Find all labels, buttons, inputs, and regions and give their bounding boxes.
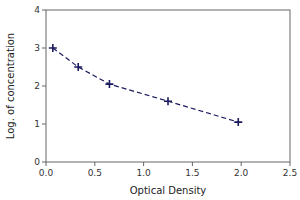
y-tick-label: 1 bbox=[34, 119, 40, 129]
y-tick bbox=[42, 162, 46, 163]
line bbox=[53, 48, 238, 122]
x-tick bbox=[241, 162, 242, 166]
plot-frame bbox=[46, 10, 290, 162]
chart-container: 0 1 2 3 4 0.0 0.5 1.0 1.5 2.0 2.5 Optical Density Lo… bbox=[0, 0, 300, 200]
axes: 0 1 2 3 4 0.0 0.5 1.0 1.5 2.0 2.5 bbox=[34, 5, 297, 179]
y-axis-label: Log. of concentration bbox=[5, 33, 16, 139]
y-tick-label: 3 bbox=[34, 43, 40, 53]
y-tick bbox=[42, 124, 46, 125]
x-tick-label: 0.0 bbox=[39, 168, 54, 178]
x-tick-label: 2.0 bbox=[234, 168, 249, 178]
y-tick bbox=[42, 48, 46, 49]
x-tick bbox=[143, 162, 144, 166]
x-tick bbox=[46, 162, 47, 166]
point bbox=[49, 44, 57, 52]
x-tick-label: 1.0 bbox=[136, 168, 151, 178]
point bbox=[74, 63, 82, 71]
x-tick bbox=[192, 162, 193, 166]
point bbox=[105, 80, 113, 88]
y-tick bbox=[42, 10, 46, 11]
series bbox=[49, 44, 242, 126]
y-tick-label: 2 bbox=[34, 81, 40, 91]
x-tick bbox=[94, 162, 95, 166]
x-axis-label: Optical Density bbox=[130, 185, 207, 196]
point bbox=[234, 118, 242, 126]
x-tick-label: 0.5 bbox=[88, 168, 102, 178]
chart: 0 1 2 3 4 0.0 0.5 1.0 1.5 2.0 2.5 Optical Density Lo… bbox=[0, 0, 300, 200]
y-tick-label: 0 bbox=[34, 157, 40, 167]
x-tick bbox=[290, 162, 291, 166]
plot-area bbox=[46, 10, 290, 162]
point bbox=[164, 97, 172, 105]
y-tick bbox=[42, 86, 46, 87]
x-tick-label: 2.5 bbox=[283, 168, 297, 178]
x-tick-label: 1.5 bbox=[185, 168, 199, 178]
y-tick-label: 4 bbox=[34, 5, 40, 15]
